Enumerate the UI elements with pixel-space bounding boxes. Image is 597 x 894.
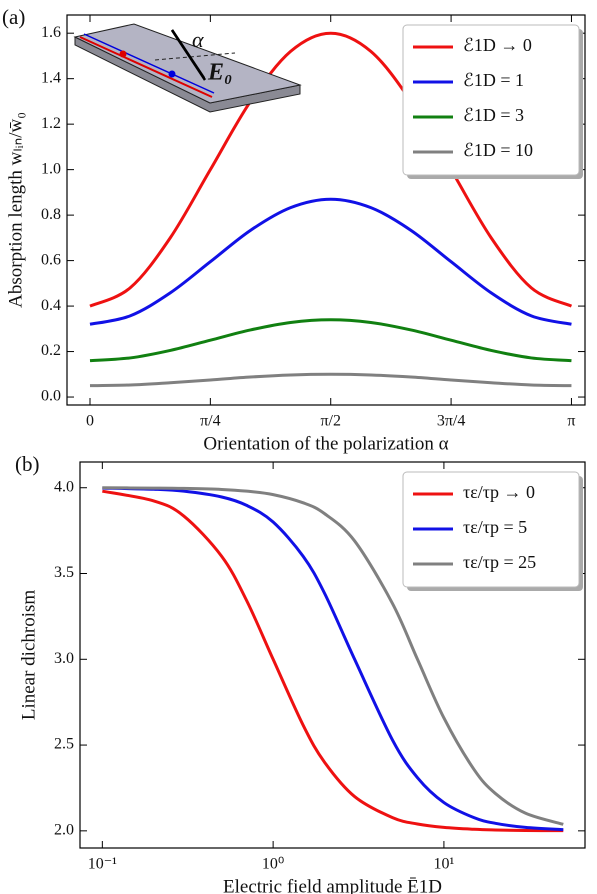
- line-series: [102, 489, 564, 833]
- line-series: [89, 31, 573, 308]
- y-axis-label: Absorption length wₗᵢₙ/w̄₀: [5, 112, 26, 308]
- field-label: E₀: [207, 60, 232, 86]
- x-tick-label: π: [567, 413, 575, 430]
- x-tick-label: 10¹: [434, 856, 455, 873]
- legend-label: τε/τp → 0: [463, 482, 535, 502]
- x-axis-label: Orientation of the polarization α: [203, 433, 448, 454]
- panel-label: (a): [2, 5, 25, 29]
- y-tick-label: 2.5: [54, 736, 74, 753]
- x-tick-label: π/4: [200, 413, 221, 430]
- x-tick-label: π/2: [320, 413, 341, 430]
- plot-frame: [66, 14, 586, 406]
- y-tick-label: 3.0: [54, 650, 74, 667]
- x-tick-label: 10⁰: [262, 856, 284, 873]
- legend-label: τε/τp = 25: [463, 552, 536, 572]
- wire-blue: [83, 33, 215, 94]
- panel: (a) 0 π/4 π/2 3π/4 π 0.0 0.2 0.4 0.6 0.8 1.0 1.2 1.4 1…: [2, 5, 586, 454]
- x-tick-label: 0: [86, 413, 94, 430]
- y-axis-label: Linear dichroism: [18, 590, 39, 721]
- y-tick-label: 1.0: [41, 160, 61, 177]
- y-tick-label: 1.6: [41, 24, 61, 41]
- y-tick-label: 1.2: [41, 115, 61, 132]
- slab-top: [73, 23, 302, 104]
- wire-red: [79, 36, 213, 98]
- x-axis-label: Electric field amplitude Ē1D: [223, 876, 442, 894]
- y-tick-label: 1.4: [41, 69, 61, 86]
- line-series: [89, 197, 572, 326]
- charge-blue: [168, 70, 176, 78]
- line-series: [102, 486, 564, 832]
- field-arrow-down: [170, 29, 206, 79]
- y-tick-label: 0.8: [41, 206, 61, 223]
- legend-label: ℰ1D = 1: [463, 70, 524, 90]
- x-tick-label: 10⁻¹: [88, 856, 117, 873]
- legend-box: [402, 471, 580, 588]
- y-tick-label: 4.0: [54, 478, 74, 495]
- y-tick-label: 2.0: [54, 822, 74, 839]
- angle-label: α: [192, 27, 204, 52]
- y-tick-label: 3.5: [54, 564, 74, 581]
- charge-red: [119, 50, 127, 58]
- legend-label: ℰ1D = 10: [463, 140, 533, 160]
- legend-label: ℰ1D = 3: [463, 105, 524, 125]
- y-tick-label: 0.2: [41, 342, 61, 359]
- inset-schematic: α E₀: [73, 23, 302, 113]
- line-series: [89, 372, 572, 388]
- plot-frame: [79, 461, 586, 849]
- y-tick-label: 0.4: [41, 297, 61, 314]
- x-tick-label: 3π/4: [437, 413, 466, 430]
- panel-label: (b): [15, 452, 40, 476]
- panel: (b) 10⁻¹ 10⁰ 10¹ 2.0 2.5 3.0 3.5 4.0 Electric fie…: [15, 452, 586, 894]
- legend-label: τε/τp = 5: [463, 517, 527, 537]
- line-series: [102, 486, 564, 826]
- legend-label: ℰ1D → 0: [463, 35, 532, 55]
- dashed-axis: [154, 52, 236, 61]
- y-tick-label: 0.6: [41, 251, 61, 268]
- y-tick-label: 0.0: [41, 388, 61, 405]
- legend-box: [402, 24, 580, 176]
- line-series: [89, 318, 572, 363]
